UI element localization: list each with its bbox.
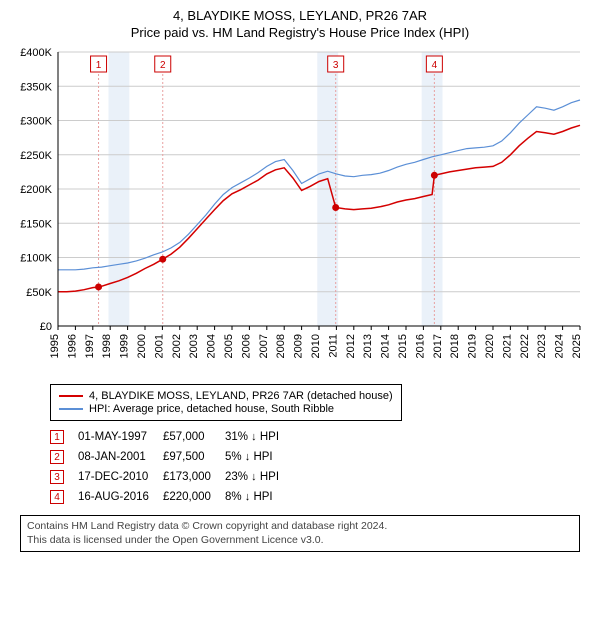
chart-plot: £0 £50K £100K £150K £200K £250K £300K £350K £400… — [10, 46, 590, 376]
sale-marker: 1 — [50, 430, 64, 444]
svg-text:1997: 1997 — [84, 334, 96, 358]
svg-text:2001: 2001 — [153, 334, 165, 358]
svg-text:£350K: £350K — [20, 81, 52, 93]
svg-text:2023: 2023 — [536, 334, 548, 358]
svg-text:1998: 1998 — [101, 334, 113, 358]
footer-line-2: This data is licensed under the Open Gov… — [27, 534, 573, 548]
svg-text:1995: 1995 — [49, 334, 61, 358]
title-block: 4, BLAYDIKE MOSS, LEYLAND, PR26 7AR Pric… — [10, 8, 590, 40]
legend-row-hpi: HPI: Average price, detached house, Sout… — [59, 403, 393, 415]
table-row: 4 16-AUG-2016£220,0008% ↓ HPI — [50, 487, 293, 507]
svg-text:2017: 2017 — [432, 334, 444, 358]
svg-text:2002: 2002 — [171, 334, 183, 358]
svg-text:2005: 2005 — [223, 334, 235, 358]
footer-line-1: Contains HM Land Registry data © Crown c… — [27, 520, 573, 534]
table-row: 1 01-MAY-1997£57,00031% ↓ HPI — [50, 427, 293, 447]
svg-text:2015: 2015 — [397, 334, 409, 358]
svg-text:£300K: £300K — [20, 116, 52, 128]
sale-marker: 2 — [50, 450, 64, 464]
svg-text:2016: 2016 — [414, 334, 426, 358]
sale-marker: 3 — [50, 470, 64, 484]
svg-text:£250K: £250K — [20, 150, 52, 162]
svg-text:2007: 2007 — [258, 334, 270, 358]
table-row: 3 17-DEC-2010£173,00023% ↓ HPI — [50, 467, 293, 487]
svg-text:2013: 2013 — [362, 334, 374, 358]
svg-text:2: 2 — [160, 60, 166, 71]
svg-text:3: 3 — [333, 60, 339, 71]
svg-text:2014: 2014 — [380, 334, 392, 358]
svg-text:2020: 2020 — [484, 334, 496, 358]
svg-text:1996: 1996 — [66, 334, 78, 358]
sale-price: £173,000 — [163, 467, 225, 487]
svg-text:2009: 2009 — [293, 334, 305, 358]
svg-text:4: 4 — [432, 60, 438, 71]
svg-text:£400K: £400K — [20, 47, 52, 59]
legend-swatch-price-paid — [59, 395, 83, 397]
svg-text:2018: 2018 — [449, 334, 461, 358]
sale-pct: 23% ↓ HPI — [225, 467, 293, 487]
svg-text:£50K: £50K — [26, 287, 52, 299]
svg-text:£150K: £150K — [20, 218, 52, 230]
sale-date: 16-AUG-2016 — [78, 487, 163, 507]
svg-text:2011: 2011 — [327, 334, 339, 358]
table-row: 2 08-JAN-2001£97,5005% ↓ HPI — [50, 447, 293, 467]
legend-label-price-paid: 4, BLAYDIKE MOSS, LEYLAND, PR26 7AR (det… — [89, 390, 393, 402]
sale-price: £57,000 — [163, 427, 225, 447]
svg-text:2021: 2021 — [501, 334, 513, 358]
svg-text:2019: 2019 — [467, 334, 479, 358]
sale-date: 17-DEC-2010 — [78, 467, 163, 487]
sale-pct: 31% ↓ HPI — [225, 427, 293, 447]
svg-text:2006: 2006 — [240, 334, 252, 358]
legend: 4, BLAYDIKE MOSS, LEYLAND, PR26 7AR (det… — [50, 384, 402, 421]
svg-text:£200K: £200K — [20, 184, 52, 196]
svg-text:2025: 2025 — [571, 334, 583, 358]
attribution-footer: Contains HM Land Registry data © Crown c… — [20, 515, 580, 552]
svg-text:2012: 2012 — [345, 334, 357, 358]
svg-text:2022: 2022 — [519, 334, 531, 358]
sale-date: 08-JAN-2001 — [78, 447, 163, 467]
chart-container: 4, BLAYDIKE MOSS, LEYLAND, PR26 7AR Pric… — [0, 0, 600, 562]
svg-text:£100K: £100K — [20, 253, 52, 265]
legend-label-hpi: HPI: Average price, detached house, Sout… — [89, 403, 334, 415]
sale-price: £97,500 — [163, 447, 225, 467]
sale-marker: 4 — [50, 490, 64, 504]
svg-text:2003: 2003 — [188, 334, 200, 358]
svg-text:1999: 1999 — [119, 334, 131, 358]
title-address: 4, BLAYDIKE MOSS, LEYLAND, PR26 7AR — [10, 8, 590, 23]
sales-table: 1 01-MAY-1997£57,00031% ↓ HPI 2 08-JAN-2001… — [50, 427, 293, 507]
svg-text:2008: 2008 — [275, 334, 287, 358]
svg-text:1: 1 — [96, 60, 102, 71]
svg-text:2010: 2010 — [310, 334, 322, 358]
line-chart-svg: £0 £50K £100K £150K £200K £250K £300K £350K £400… — [10, 46, 590, 376]
legend-row-price-paid: 4, BLAYDIKE MOSS, LEYLAND, PR26 7AR (det… — [59, 390, 393, 402]
title-subtitle: Price paid vs. HM Land Registry's House … — [10, 25, 590, 40]
svg-text:£0: £0 — [40, 321, 52, 333]
sale-date: 01-MAY-1997 — [78, 427, 163, 447]
sale-pct: 5% ↓ HPI — [225, 447, 293, 467]
legend-swatch-hpi — [59, 408, 83, 410]
sale-pct: 8% ↓ HPI — [225, 487, 293, 507]
svg-text:2004: 2004 — [206, 334, 218, 358]
svg-text:2000: 2000 — [136, 334, 148, 358]
sale-price: £220,000 — [163, 487, 225, 507]
svg-text:2024: 2024 — [554, 334, 566, 358]
